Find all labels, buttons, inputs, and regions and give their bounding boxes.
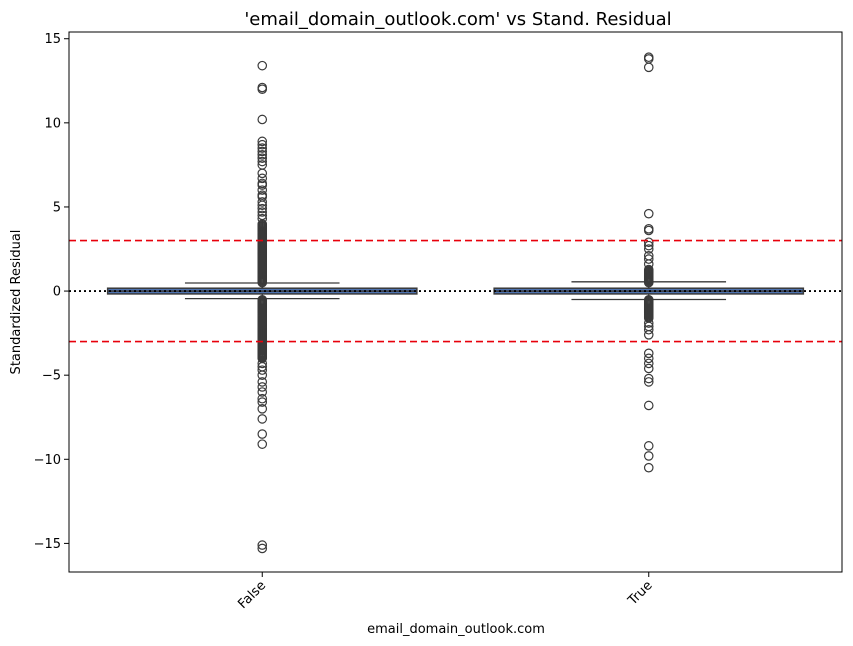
y-tick-label: −15 — [34, 537, 61, 552]
outlier-point — [643, 244, 654, 254]
y-tick-label: 15 — [44, 32, 61, 47]
outlier-point — [643, 259, 654, 269]
outlier-point — [257, 370, 268, 380]
outlier-point — [257, 393, 268, 404]
plot-area: False True −15 −10 −5 0 5 10 15 — [34, 31, 843, 612]
outlier-point — [257, 173, 268, 184]
x-axis-label: email_domain_outlook.com — [367, 622, 545, 637]
outlier-point — [257, 429, 268, 439]
chart-title: 'email_domain_outlook.com' vs Stand. Res… — [244, 9, 671, 30]
outlier-point — [257, 543, 268, 554]
outlier-point — [643, 225, 654, 236]
x-tick-label: True — [625, 578, 656, 609]
outlier-point — [257, 203, 268, 214]
plot-frame — [68, 31, 843, 573]
outlier-point — [643, 264, 654, 275]
outlier-point — [257, 143, 268, 153]
outlier-point — [257, 439, 268, 449]
y-tick-label: 10 — [44, 116, 61, 131]
outlier-point — [643, 254, 654, 264]
y-tick-label: −5 — [42, 369, 61, 384]
outlier-point — [643, 451, 654, 461]
outlier-point — [257, 210, 268, 221]
outlier-point — [257, 180, 268, 190]
outlier-point — [643, 348, 654, 359]
outlier-point — [257, 114, 268, 125]
y-tick-label: −10 — [34, 453, 61, 468]
y-axis-label: Standardized Residual — [9, 230, 24, 375]
outlier-point — [643, 462, 654, 473]
y-tick-label: 0 — [53, 285, 61, 300]
outlier-point — [257, 377, 268, 387]
outlier-point — [643, 353, 654, 364]
outlier-point — [257, 207, 268, 217]
outlier-point — [643, 295, 654, 305]
outlier-point — [257, 168, 268, 179]
outlier-point — [643, 208, 654, 219]
outlier-point — [257, 84, 268, 94]
outlier-point — [257, 358, 268, 369]
outlier-point — [643, 62, 654, 73]
outlier-point — [257, 139, 268, 150]
outlier-point — [643, 237, 654, 248]
outlier-point — [257, 365, 268, 375]
outlier-point — [257, 150, 268, 160]
outlier-point — [257, 197, 268, 207]
outlier-point — [257, 60, 268, 71]
y-tick-label: 5 — [53, 200, 61, 215]
outlier-point — [257, 185, 268, 195]
outlier-point — [643, 373, 654, 384]
outlier-point — [257, 146, 268, 157]
outlier-point — [257, 414, 268, 424]
outlier-point — [257, 136, 268, 147]
outlier-point — [257, 387, 268, 397]
outlier-point — [643, 441, 654, 451]
outlier-point — [257, 200, 268, 211]
outlier-point — [643, 363, 654, 374]
outlier-point — [257, 382, 268, 392]
outlier-point — [643, 240, 654, 251]
outlier-point — [643, 358, 654, 369]
outlier-point — [257, 213, 268, 224]
outlier-point — [257, 295, 268, 305]
outlier-point — [643, 330, 654, 340]
outlier-point — [643, 318, 654, 328]
outlier-point — [257, 397, 268, 407]
outlier-point — [257, 540, 268, 550]
outlier-point — [643, 400, 654, 411]
outlier-point — [257, 404, 268, 414]
outlier-point — [257, 156, 268, 167]
outlier-point — [643, 324, 654, 335]
x-tick-label: False — [235, 578, 269, 612]
outlier-point — [643, 377, 654, 387]
outlier-point — [257, 153, 268, 163]
